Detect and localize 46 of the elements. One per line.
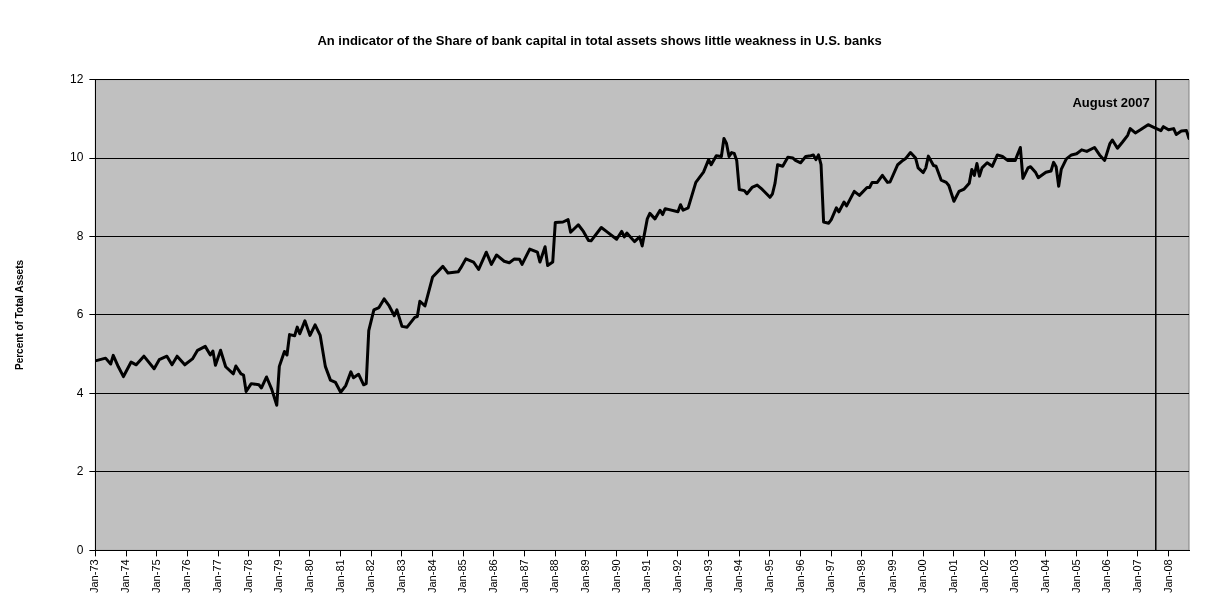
x-tick-label: Jan-92 [670, 559, 683, 594]
x-tick-label: Jan-95 [762, 559, 775, 594]
x-tick-label: Jan-87 [517, 559, 530, 594]
x-tick-label: Jan-81 [333, 559, 346, 594]
x-tick-label: Jan-77 [211, 559, 224, 594]
x-tick-label: Jan-97 [824, 559, 837, 594]
x-tick-label: Jan-83 [395, 559, 408, 594]
chart-title: An indicator of the Share of bank capital in total assets shows little weakness in U.S. banks [317, 33, 882, 49]
x-tick-label: Jan-96 [793, 559, 806, 594]
x-tick-label: Jan-04 [1038, 559, 1051, 594]
x-tick-label: Jan-08 [1161, 559, 1174, 594]
y-tick-label: 10 [69, 150, 84, 165]
x-tick-label: Jan-88 [548, 559, 561, 594]
x-tick-label: Jan-85 [456, 559, 469, 594]
x-tick-label: Jan-73 [88, 559, 101, 594]
x-tick-label: Jan-76 [180, 559, 193, 594]
x-tick-label: Jan-75 [149, 559, 162, 594]
x-tick-label: Jan-02 [977, 559, 990, 594]
y-tick-label: 2 [76, 464, 84, 479]
x-tick-label: Jan-80 [303, 559, 316, 594]
x-tick-label: Jan-90 [609, 559, 622, 594]
x-tick-label: Jan-84 [425, 559, 438, 594]
x-tick-label: Jan-93 [701, 559, 714, 594]
y-axis-title: Percent of Total Assets [13, 259, 25, 370]
x-tick-label: Jan-82 [364, 559, 377, 594]
y-tick-label: 12 [69, 71, 84, 86]
x-tick-label: Jan-00 [916, 559, 929, 594]
y-tick-label: 0 [76, 542, 84, 557]
x-tick-label: Jan-07 [1130, 559, 1143, 594]
x-tick-label: Jan-91 [640, 559, 653, 594]
x-tick-label: Jan-78 [241, 559, 254, 594]
x-tick-label: Jan-89 [578, 559, 591, 594]
y-tick-label: 6 [76, 307, 84, 322]
x-tick-label: Jan-05 [1069, 559, 1082, 594]
ref-line-label: August 2007 [1072, 95, 1150, 111]
x-tick-label: Jan-98 [854, 559, 867, 594]
x-tick-label: Jan-06 [1100, 559, 1113, 594]
x-tick-label: Jan-03 [1008, 559, 1021, 594]
x-tick-label: Jan-86 [487, 559, 499, 594]
y-tick-label: 4 [76, 385, 84, 400]
x-tick-label: Jan-99 [885, 559, 898, 594]
x-tick-label: Jan-01 [946, 559, 959, 594]
x-tick-label: Jan-94 [732, 559, 745, 594]
y-tick-label: 8 [76, 228, 84, 243]
x-tick-label: Jan-74 [119, 559, 132, 594]
x-tick-label: Jan-79 [272, 559, 285, 594]
